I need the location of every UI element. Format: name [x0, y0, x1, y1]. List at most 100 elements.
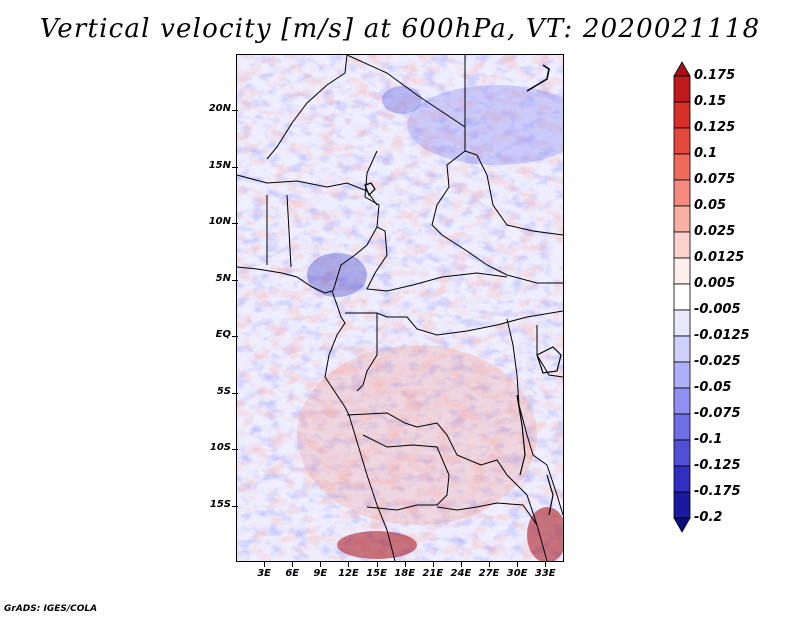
border-chad-niger-nigeria — [364, 150, 386, 232]
colorbar-level-label: 0.005 — [694, 276, 736, 291]
lat-tick — [232, 110, 238, 112]
lon-label: 33E — [534, 568, 556, 579]
lon-tick — [376, 562, 378, 567]
lon-tick — [460, 562, 462, 567]
lake-chad — [364, 182, 376, 197]
colorbar-level-label: -0.1 — [694, 432, 723, 447]
lon-label: 6E — [285, 568, 300, 579]
lat-label: 20N — [208, 103, 231, 115]
strong-descent-cameroon — [307, 253, 367, 297]
lat-label: 5S — [216, 385, 231, 397]
border-cameroon-car — [366, 230, 508, 292]
colorbar-segment — [673, 127, 691, 155]
lat-label: EQ — [215, 329, 231, 341]
colorbar-segment — [673, 257, 691, 285]
border-namibia-botswana — [436, 502, 538, 526]
colorbar-segment — [673, 101, 691, 129]
border-congo-drc-north — [345, 310, 563, 336]
colorbar-level-label: 0.0125 — [694, 250, 745, 265]
border-chad-car-sudan — [431, 150, 563, 284]
lon-label: 15E — [366, 568, 387, 579]
strong-ascent-south — [337, 531, 417, 559]
lon-tick — [517, 562, 519, 567]
colorbar-level-label: 0.15 — [694, 94, 727, 109]
colorbar — [673, 61, 691, 533]
lon-tick — [432, 562, 434, 567]
lon-tick — [264, 562, 266, 567]
border-congo-gabon — [356, 313, 378, 392]
great-lakes — [364, 182, 562, 516]
footer-credit: GrADS: IGES/COLA — [4, 604, 98, 614]
lat-tick — [232, 392, 238, 394]
lon-label: 21E — [422, 568, 444, 579]
lon-tick — [292, 562, 294, 567]
lon-tick — [545, 562, 547, 567]
colorbar-level-label: -0.125 — [694, 458, 741, 473]
colorbar-level-label: -0.005 — [694, 302, 741, 317]
colorbar-bottom-arrow — [673, 517, 691, 533]
colorbar-segment — [673, 465, 691, 493]
lat-tick — [232, 336, 238, 338]
map-plot-area — [236, 54, 564, 562]
border-niger-algeria — [266, 55, 348, 160]
colorbar-segment — [673, 413, 691, 441]
vertical-velocity-field — [237, 55, 563, 561]
lon-label: 9E — [313, 568, 328, 579]
border-sudan — [464, 150, 563, 236]
colorbar-segment — [673, 387, 691, 415]
border-nigeria-cameroon — [332, 226, 378, 292]
colorbar-level-label: -0.025 — [694, 354, 741, 369]
chart-title: Vertical velocity [m/s] at 600hPa, VT: 2… — [39, 14, 761, 44]
colorbar-level-label: 0.125 — [694, 120, 736, 135]
lake-tanganyika — [516, 394, 526, 476]
lake-malawi — [546, 474, 554, 516]
colorbar-level-label: -0.05 — [694, 380, 732, 395]
rising-region-south — [297, 345, 537, 525]
lat-label: 5N — [215, 272, 231, 284]
colorbar-segment — [673, 75, 691, 103]
lat-tick — [232, 449, 238, 451]
lat-label: 10N — [208, 216, 231, 228]
colorbar-level-label: 0.025 — [694, 224, 736, 239]
colorbar-segment — [673, 283, 691, 311]
lon-tick — [404, 562, 406, 567]
colorbar-level-label: 0.05 — [694, 198, 727, 213]
colorbar-segment — [673, 179, 691, 207]
lat-label: 15N — [208, 159, 231, 171]
colorbar-segment — [673, 205, 691, 233]
lon-tick — [320, 562, 322, 567]
lat-tick — [232, 223, 238, 225]
lat-tick — [232, 279, 238, 281]
colorbar-level-label: -0.175 — [694, 484, 741, 499]
lat-tick — [232, 166, 238, 168]
colorbar-segment — [673, 361, 691, 389]
colorbar-segment — [673, 491, 691, 519]
colorbar-level-label: -0.075 — [694, 406, 741, 421]
colorbar-segment — [673, 309, 691, 337]
lat-tick — [232, 505, 238, 507]
border-uganda-kenya — [536, 325, 563, 378]
descent-north — [382, 86, 422, 114]
colorbar-segment — [673, 335, 691, 363]
colorbar-level-label: 0.1 — [694, 146, 718, 161]
lake-victoria — [536, 346, 562, 374]
colorbar-level-label: 0.075 — [694, 172, 736, 187]
colorbar-level-label: 0.175 — [694, 68, 736, 83]
colorbar-level-label: -0.0125 — [694, 328, 750, 343]
lon-label: 27E — [478, 568, 500, 579]
lat-label: 15S — [209, 498, 231, 510]
colorbar-segment — [673, 439, 691, 467]
lat-label: 10S — [209, 442, 231, 454]
lon-label: 24E — [450, 568, 472, 579]
colorbar-segment — [673, 153, 691, 181]
red-sea-coast — [526, 64, 550, 92]
border-tanzania-zambia — [532, 454, 563, 516]
country-borders — [237, 55, 563, 561]
atlantic-coastline — [237, 266, 396, 561]
border-drc-east — [506, 318, 534, 456]
border-angola-zambia — [362, 434, 450, 511]
colorbar-segment — [673, 231, 691, 259]
lon-label: 12E — [338, 568, 359, 579]
border-benin-togo — [266, 194, 292, 268]
colorbar-level-label: -0.2 — [694, 510, 723, 525]
